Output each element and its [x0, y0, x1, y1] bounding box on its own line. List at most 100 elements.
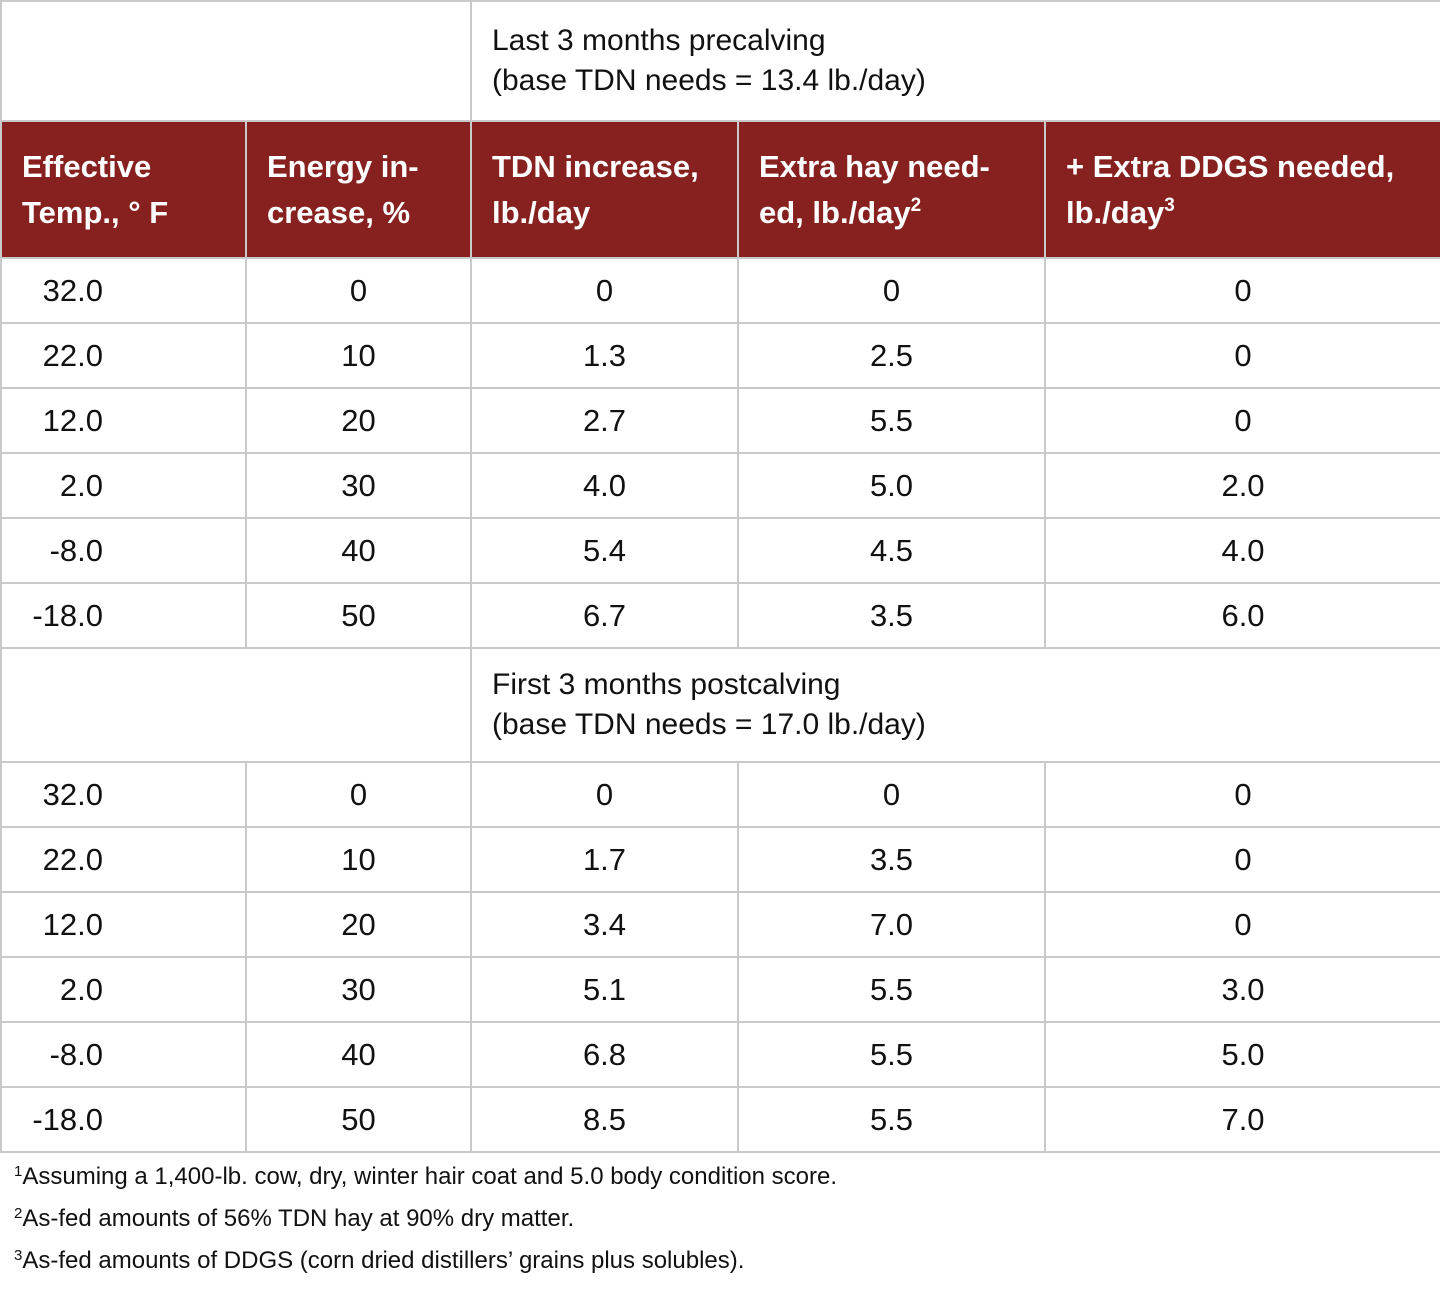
table-cell: 30 — [245, 956, 472, 1023]
table-cell: 5.5 — [737, 387, 1046, 454]
table-row: 22.0 10 1.3 2.5 0 — [0, 322, 1440, 389]
header-line: crease, % — [267, 194, 411, 230]
table-cell: 12.0 — [0, 387, 247, 454]
table-cell: 30 — [245, 452, 472, 519]
table-row: -8.0 40 6.8 5.5 5.0 — [0, 1021, 1440, 1088]
table-cell: 7.0 — [737, 891, 1046, 958]
table-cell: 2.7 — [470, 387, 739, 454]
table-row: -8.0 40 5.4 4.5 4.0 — [0, 517, 1440, 584]
postcalving-header-group: First 3 months postcalving (base TDN nee… — [0, 647, 1440, 763]
table-cell: 20 — [245, 387, 472, 454]
section-header-precalving: Last 3 months precalving (base TDN needs… — [0, 0, 1440, 122]
col-header-energy-increase: Energy in- crease, % — [245, 120, 472, 259]
table-cell: -18.0 — [0, 1086, 247, 1153]
col-header-effective-temp: Effective Temp., ° F — [0, 120, 247, 259]
precalving-rows: 32.0 0 0 0 0 22.0 10 1.3 2.5 0 12.0 20 2.7 5.5 0 2.0 30 4… — [0, 257, 1440, 649]
header-superscript: 3 — [1164, 194, 1175, 216]
table-cell: 7.0 — [1043, 1086, 1440, 1153]
table-cell: 0 — [1043, 761, 1440, 828]
table-cell: 0 — [1043, 891, 1440, 958]
table-cell: 5.5 — [737, 1086, 1046, 1153]
table-cell: 6.8 — [470, 1021, 739, 1088]
empty-cell — [0, 0, 472, 122]
table-cell: 5.0 — [1043, 1021, 1440, 1088]
table-cell: 10 — [245, 826, 472, 893]
table-cell: 5.5 — [737, 956, 1046, 1023]
table-cell: 3.4 — [470, 891, 739, 958]
table-row: -18.0 50 8.5 5.5 7.0 — [0, 1086, 1440, 1153]
table-row: 2.0 30 4.0 5.0 2.0 — [0, 452, 1440, 519]
table-cell: 0 — [470, 761, 739, 828]
table-cell: 1.7 — [470, 826, 739, 893]
footnote-text: As-fed amounts of DDGS (corn dried disti… — [22, 1247, 745, 1274]
table-cell: 22.0 — [0, 826, 247, 893]
table-cell: 32.0 — [0, 761, 247, 828]
header-line: Extra hay need- — [759, 148, 990, 184]
table-cell: 0 — [1043, 322, 1440, 389]
table-cell: 5.4 — [470, 517, 739, 584]
header-line: lb./day — [1066, 194, 1165, 230]
table-cell: 3.5 — [737, 582, 1046, 649]
header-line: Temp., ° F — [22, 194, 169, 230]
table-cell: 0 — [1043, 826, 1440, 893]
section-title-line1: Last 3 months precalving — [492, 24, 826, 57]
table-cell: -18.0 — [0, 582, 247, 649]
table-cell: 2.0 — [1043, 452, 1440, 519]
table-cell: 32.0 — [0, 257, 247, 324]
footnote-text: As-fed amounts of 56% TDN hay at 90% dry… — [22, 1205, 575, 1232]
footnote-superscript: 2 — [14, 1205, 23, 1222]
empty-cell — [0, 647, 472, 763]
table-cell: 50 — [245, 582, 472, 649]
header-line: Energy in- — [267, 148, 419, 184]
table-row: 12.0 20 2.7 5.5 0 — [0, 387, 1440, 454]
footnote-2: 2As-fed amounts of 56% TDN hay at 90% dr… — [14, 1205, 1440, 1233]
header-superscript: 2 — [910, 194, 922, 216]
table-cell: 0 — [245, 257, 472, 324]
postcalving-rows: 32.0 0 0 0 0 22.0 10 1.7 3.5 0 12.0 20 3.4 7.0 0 2.0 30 5… — [0, 761, 1440, 1153]
table-cell: 0 — [1043, 387, 1440, 454]
section-title-line1: First 3 months postcalving — [492, 668, 841, 701]
header-line: ed, lb./day — [759, 194, 911, 230]
table-cell: 10 — [245, 322, 472, 389]
table-cell: 50 — [245, 1086, 472, 1153]
table-cell: 3.5 — [737, 826, 1046, 893]
table-cell: 0 — [737, 257, 1046, 324]
table-cell: 4.5 — [737, 517, 1046, 584]
table-cell: 6.0 — [1043, 582, 1440, 649]
precalving-header-group: Last 3 months precalving (base TDN needs… — [0, 0, 1440, 259]
section-title-line2: (base TDN needs = 13.4 lb./day) — [492, 64, 926, 97]
table-cell: 0 — [1043, 257, 1440, 324]
section-header-postcalving: First 3 months postcalving (base TDN nee… — [0, 647, 1440, 763]
header-line: + Extra DDGS needed, — [1066, 148, 1395, 184]
table-cell: 5.1 — [470, 956, 739, 1023]
table-cell: 3.0 — [1043, 956, 1440, 1023]
header-line: lb./day — [492, 194, 591, 230]
col-header-extra-ddgs: + Extra DDGS needed, lb./day3 — [1043, 120, 1440, 259]
table-cell: 6.7 — [470, 582, 739, 649]
table-cell: 20 — [245, 891, 472, 958]
footnote-1: 1Assuming a 1,400-lb. cow, dry, winter h… — [14, 1163, 1440, 1191]
section-title-precalving: Last 3 months precalving (base TDN needs… — [469, 0, 1440, 122]
table-cell: 12.0 — [0, 891, 247, 958]
header-line: TDN increase, — [492, 148, 699, 184]
table-row: 32.0 0 0 0 0 — [0, 761, 1440, 828]
table-row: -18.0 50 6.7 3.5 6.0 — [0, 582, 1440, 649]
table-cell: -8.0 — [0, 517, 247, 584]
table-cell: 2.0 — [0, 452, 247, 519]
section-title-line2: (base TDN needs = 17.0 lb./day) — [492, 708, 926, 741]
table-cell: 22.0 — [0, 322, 247, 389]
table-cell: 40 — [245, 517, 472, 584]
table-cell: 40 — [245, 1021, 472, 1088]
table-cell: -8.0 — [0, 1021, 247, 1088]
footnote-text: Assuming a 1,400-lb. cow, dry, winter ha… — [22, 1163, 838, 1190]
footnote-superscript: 1 — [14, 1163, 23, 1180]
table-cell: 0 — [470, 257, 739, 324]
col-header-tdn-increase: TDN increase, lb./day — [470, 120, 739, 259]
col-header-extra-hay: Extra hay need- ed, lb./day2 — [737, 120, 1046, 259]
footnote-superscript: 3 — [14, 1247, 23, 1264]
section-title-postcalving: First 3 months postcalving (base TDN nee… — [469, 647, 1440, 763]
table-cell: 2.0 — [0, 956, 247, 1023]
table-row: 22.0 10 1.7 3.5 0 — [0, 826, 1440, 893]
table-row: 32.0 0 0 0 0 — [0, 257, 1440, 324]
table-cell: 8.5 — [470, 1086, 739, 1153]
